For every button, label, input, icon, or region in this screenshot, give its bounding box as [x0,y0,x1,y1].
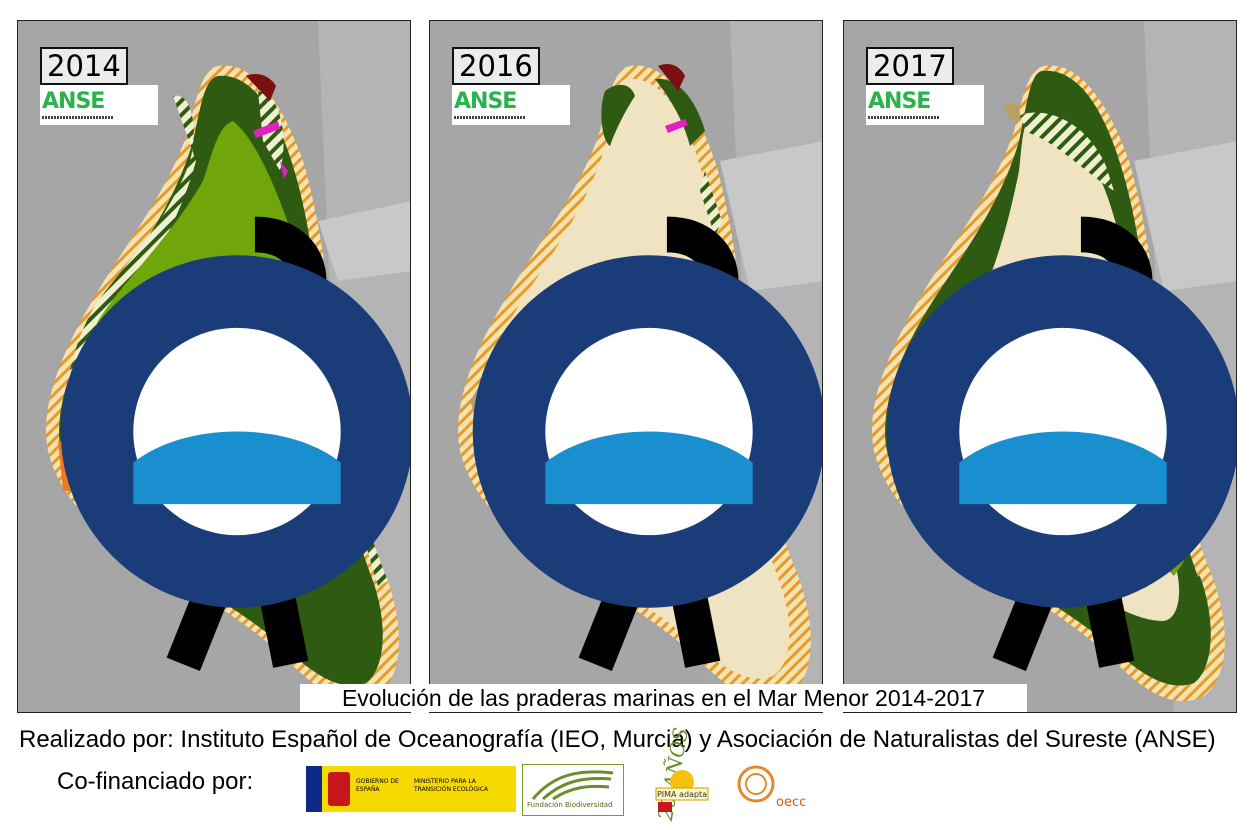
pima-adapta-logo: PIMA adapta [652,766,712,812]
anse-subtitle [42,116,114,119]
eu-flag-stripe [306,766,322,812]
oecc-text: oecc [776,795,806,810]
pima-text: PIMA adapta [657,790,707,799]
ministerio-text: MINISTERIO PARA LA TRANSICIÓN ECOLÓGICA [414,778,489,793]
anse-logo: ANSE [452,85,822,671]
year-label: 2014 [40,47,128,85]
anse-subtitle [454,116,526,119]
ieo-logo-icon [472,255,822,608]
anse-logo: ANSE [40,85,410,671]
gobierno-text: GOBIERNO DE ESPAÑA [356,778,399,793]
fundacion-biodiversidad-logo: Fundación Biodiversidad [522,764,624,816]
anse-logo: ANSE [866,85,1236,671]
year-label: 2016 [452,47,540,85]
pima-icon: PIMA adapta [655,770,709,812]
map-title: Evolución de las praderas marinas en el … [300,684,1027,712]
credits-text: Realizado por: Instituto Español de Ocea… [19,726,1216,753]
gobierno-espana-logo: GOBIERNO DE ESPAÑA MINISTERIO PARA LA TR… [306,766,516,812]
oecc-logo: oecc [732,764,812,814]
anse-logo-text: ANSE [454,89,517,114]
cofinanced-label: Co-financiado por: [57,768,254,795]
anse-logo-text: ANSE [868,89,931,114]
anse-subtitle [868,116,940,119]
ieo-logo-icon [886,255,1236,608]
map-panel-2014: 2014 ANSE [17,20,411,713]
anse-logo-text: ANSE [42,89,105,114]
year-label: 2017 [866,47,954,85]
grass-icon [531,770,614,801]
fundacion-text: Fundación Biodiversidad [527,801,613,809]
map-panel-2016: 2016 ANSE [429,20,823,713]
ieo-logo-icon [60,255,410,608]
oecc-icon: oecc [737,765,806,810]
map-panel-2017: 2017 ANSE [843,20,1237,713]
coat-of-arms-icon [328,772,350,806]
